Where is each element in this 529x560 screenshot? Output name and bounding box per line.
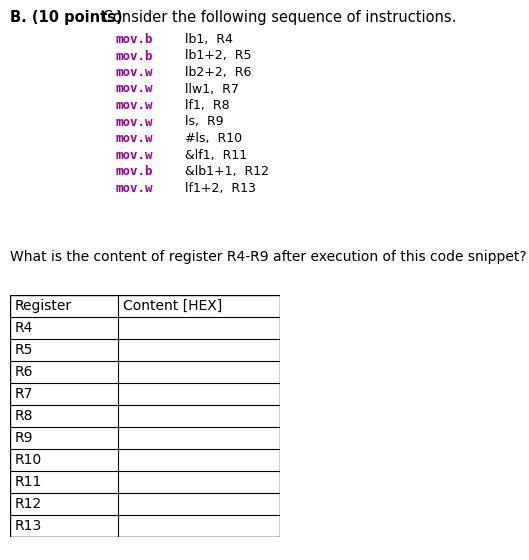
Text: llw1,  R7: llw1, R7	[185, 82, 239, 96]
Text: &lb1+1,  R12: &lb1+1, R12	[185, 165, 269, 178]
Text: lf1+2,  R13: lf1+2, R13	[185, 181, 256, 194]
Text: mov.b: mov.b	[115, 33, 152, 46]
Text: mov.w: mov.w	[115, 132, 152, 145]
Text: R10: R10	[15, 453, 42, 467]
Text: mov.w: mov.w	[115, 115, 152, 128]
Text: mov.w: mov.w	[115, 181, 152, 194]
Text: R7: R7	[15, 387, 33, 401]
Text: lf1,  R8: lf1, R8	[185, 99, 230, 112]
Text: B. (10 points): B. (10 points)	[10, 10, 123, 25]
Text: mov.w: mov.w	[115, 66, 152, 79]
Text: mov.b: mov.b	[115, 49, 152, 63]
Text: lb1,  R4: lb1, R4	[185, 33, 233, 46]
Text: lb1+2,  R5: lb1+2, R5	[185, 49, 251, 63]
Text: mov.w: mov.w	[115, 82, 152, 96]
Text: R12: R12	[15, 497, 42, 511]
Text: R13: R13	[15, 519, 42, 533]
Text: mov.b: mov.b	[115, 165, 152, 178]
Text: Content [HEX]: Content [HEX]	[123, 299, 222, 313]
Text: mov.w: mov.w	[115, 99, 152, 112]
Text: Consider the following sequence of instructions.: Consider the following sequence of instr…	[98, 10, 457, 25]
Text: R6: R6	[15, 365, 33, 379]
Text: ls,  R9: ls, R9	[185, 115, 224, 128]
Text: Register: Register	[15, 299, 72, 313]
Text: R11: R11	[15, 475, 42, 489]
Text: R8: R8	[15, 409, 33, 423]
Text: R4: R4	[15, 321, 33, 335]
Text: mov.w: mov.w	[115, 148, 152, 161]
Text: #ls,  R10: #ls, R10	[185, 132, 242, 145]
Text: &lf1,  R11: &lf1, R11	[185, 148, 247, 161]
Text: What is the content of register R4-R9 after execution of this code snippet?: What is the content of register R4-R9 af…	[10, 250, 527, 264]
Text: R9: R9	[15, 431, 33, 445]
Text: lb2+2,  R6: lb2+2, R6	[185, 66, 251, 79]
Text: R5: R5	[15, 343, 33, 357]
